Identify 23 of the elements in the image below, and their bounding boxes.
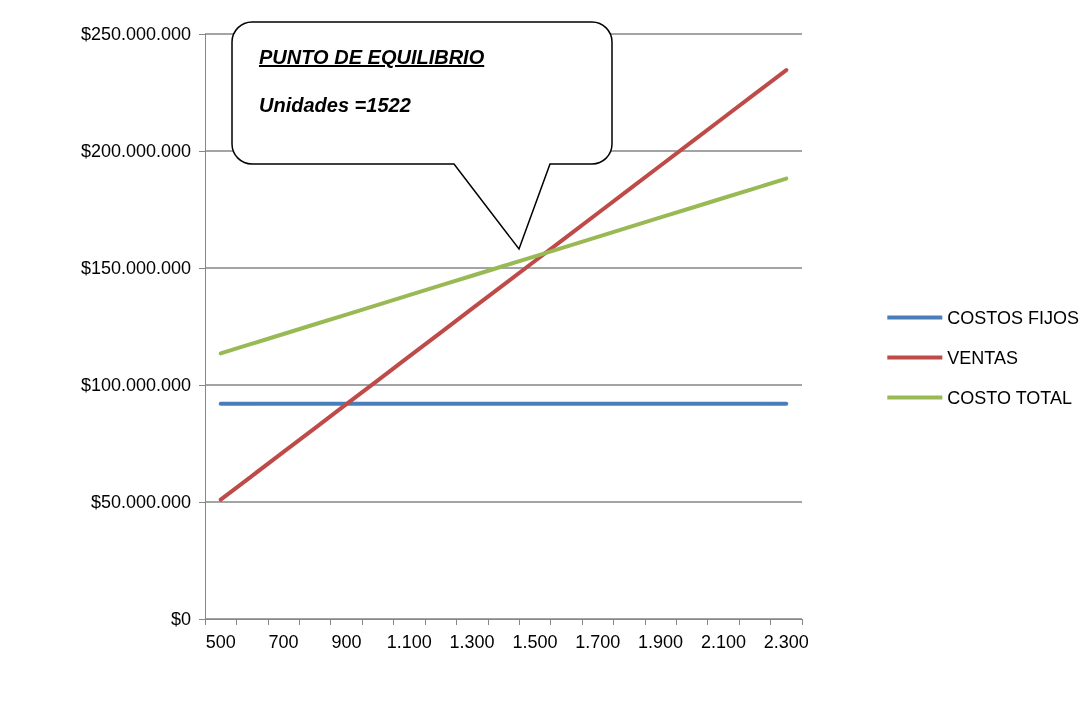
y-tick-label: $0 — [170, 609, 191, 629]
x-tick-label: 1.100 — [386, 632, 432, 652]
legend-label: VENTAS — [947, 347, 1018, 368]
x-tick-label: 2.300 — [763, 632, 809, 652]
y-tick-label: $150.000.000 — [80, 258, 191, 278]
legend-label: COSTOS FIJOS — [947, 307, 1079, 328]
y-tick-label: $250.000.000 — [80, 24, 191, 44]
y-tick-label: $100.000.000 — [80, 375, 191, 395]
line-series — [218, 68, 789, 502]
annotation: Unidades =1522 — [259, 94, 411, 117]
x-tick-label: 1.500 — [512, 632, 558, 652]
y-tick-label: $50.000.000 — [90, 492, 191, 512]
x-tick-label: 700 — [268, 632, 299, 652]
x-tick-label: 500 — [205, 632, 236, 652]
y-tick-label: $200.000.000 — [80, 141, 191, 161]
x-tick-label: 2.100 — [700, 632, 746, 652]
annotation: PUNTO DE EQUILIBRIO — [259, 46, 485, 69]
x-tick-label: 900 — [331, 632, 362, 652]
line-series — [218, 176, 789, 356]
x-tick-label: 1.300 — [449, 632, 495, 652]
x-tick-label: 1.700 — [575, 632, 621, 652]
x-tick-label: 1.900 — [638, 632, 684, 652]
legend-label: COSTO TOTAL — [947, 387, 1073, 408]
